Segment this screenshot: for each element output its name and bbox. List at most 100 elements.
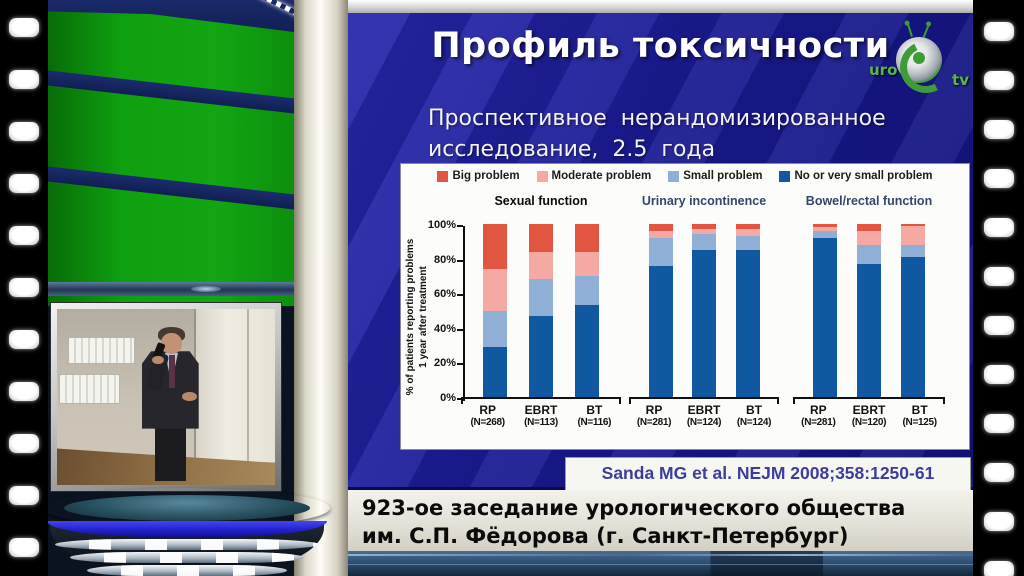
sprocket-hole (9, 486, 39, 505)
backdrop-pillar (294, 0, 348, 576)
sprocket-hole (9, 122, 39, 141)
sprocket-hole (983, 316, 1014, 335)
bar-segment (648, 265, 673, 397)
sprocket-hole (9, 538, 39, 557)
legend-swatch (668, 170, 680, 182)
y-tick-label: 20% (433, 357, 456, 370)
sprocket-hole (983, 463, 1014, 482)
sprocket-hole (9, 330, 39, 349)
presenter (57, 309, 275, 485)
chart-group-plot (793, 223, 945, 404)
bar-segment (648, 237, 673, 266)
sprocket-hole (983, 365, 1014, 384)
bar-n-label: (N=116) (577, 417, 612, 428)
legend-item: No or very small problem (779, 170, 933, 182)
legend-item: Big problem (437, 170, 520, 182)
y-tick-mark (457, 328, 463, 331)
bar-segment (529, 279, 553, 316)
bar-n-label: (N=120) (851, 417, 887, 428)
bar-segment (813, 237, 837, 397)
bar-segment (575, 275, 599, 306)
slide-subtitle: Проспективное нерандомизированное исслед… (428, 106, 886, 163)
sprocket-hole (983, 120, 1014, 139)
slide-title: Профиль токсичности (431, 26, 890, 66)
y-axis-label: % of patients reporting problems 1 year … (405, 238, 429, 396)
stacked-bar (529, 224, 553, 397)
bar-n-label: (N=113) (524, 417, 558, 428)
film-strip-left (0, 0, 48, 576)
sprocket-hole (983, 512, 1014, 531)
bar-segment (575, 224, 599, 252)
bar-segment (483, 224, 507, 270)
legend-swatch (437, 170, 449, 182)
studio-desk (44, 488, 330, 576)
sprocket-hole (9, 434, 39, 453)
bar-segment (857, 231, 881, 245)
chart-group: Sexual function RP EBRT BT (N=268) (N=113) (N=… (461, 194, 621, 428)
bar-segment (483, 269, 507, 311)
chart-legend: Big problem Moderate problem Small problem… (401, 170, 969, 182)
radiator (59, 374, 121, 405)
stacked-bar (901, 224, 925, 397)
sprocket-hole (983, 71, 1014, 90)
presenter-scene (57, 309, 275, 485)
bar-label: BT (746, 403, 762, 417)
sprocket-hole (9, 226, 39, 245)
chart-group-plot (629, 223, 779, 404)
legend-swatch (536, 170, 548, 182)
bar-label: RP (810, 403, 827, 417)
sprocket-hole (9, 174, 39, 193)
bar-segment (529, 251, 553, 280)
bar-segment (575, 251, 599, 276)
stacked-bar (692, 223, 716, 397)
logo-text-uro: uro (869, 61, 898, 79)
stacked-bar (575, 224, 599, 397)
bar-segment (692, 229, 716, 235)
bar-label: RP (479, 403, 496, 417)
bar-segment (483, 346, 507, 397)
sprocket-hole (9, 18, 39, 37)
sprocket-hole (983, 218, 1014, 237)
sprocket-hole (983, 169, 1014, 188)
bar-segment (648, 230, 673, 238)
stacked-bar (648, 224, 673, 397)
bar-segment (901, 225, 925, 245)
legend-label: Moderate problem (551, 170, 652, 182)
bar-segment (692, 249, 716, 397)
bar-segment (529, 224, 553, 252)
bar-label: BT (586, 403, 603, 417)
bar-label: EBRT (852, 403, 886, 417)
bar-label: EBRT (524, 403, 558, 417)
bar-segment (735, 236, 760, 250)
bar-segment (901, 244, 925, 257)
studio-floor-strip (348, 551, 973, 576)
sprocket-hole (9, 382, 39, 401)
room-cabinet (194, 309, 275, 463)
bar-segment (692, 223, 716, 230)
sprocket-hole (9, 70, 39, 89)
bar-label: BT (911, 403, 928, 417)
presenter-video-inset (50, 302, 282, 492)
bar-segment (857, 263, 881, 397)
bar-segment (735, 224, 760, 230)
bar-n-label: (N=281) (801, 417, 836, 428)
urotv-ball-icon (896, 37, 942, 83)
stacked-bar (735, 224, 760, 397)
caption-bar: 923-ое заседание урологического общества… (348, 490, 973, 551)
chart-group: Bowel/rectal function RP EBRT BT (N=281) (N=1… (793, 194, 945, 428)
chart-group-title: Sexual function (494, 194, 588, 208)
sprocket-hole (9, 278, 39, 297)
legend-item: Moderate problem (536, 170, 652, 182)
bar-segment (857, 244, 881, 264)
legend-label: No or very small problem (794, 170, 933, 182)
chart-panel: Big problem Moderate problem Small problem… (400, 163, 970, 450)
y-tick-label: 60% (433, 288, 456, 301)
chart-group-title: Bowel/rectal function (805, 194, 933, 208)
y-tick-label: 100% (427, 219, 456, 231)
chart-group-plot (461, 224, 621, 404)
legend-label: Small problem (683, 170, 763, 182)
y-tick-label: 40% (433, 322, 456, 335)
caption-line-2: им. С.П. Фёдорова (г. Санкт-Петербург) (362, 523, 849, 548)
chart-group: Urinary incontinence RP EBRT BT (N=281) (N=12… (629, 194, 779, 428)
bar-label: EBRT (687, 403, 721, 417)
